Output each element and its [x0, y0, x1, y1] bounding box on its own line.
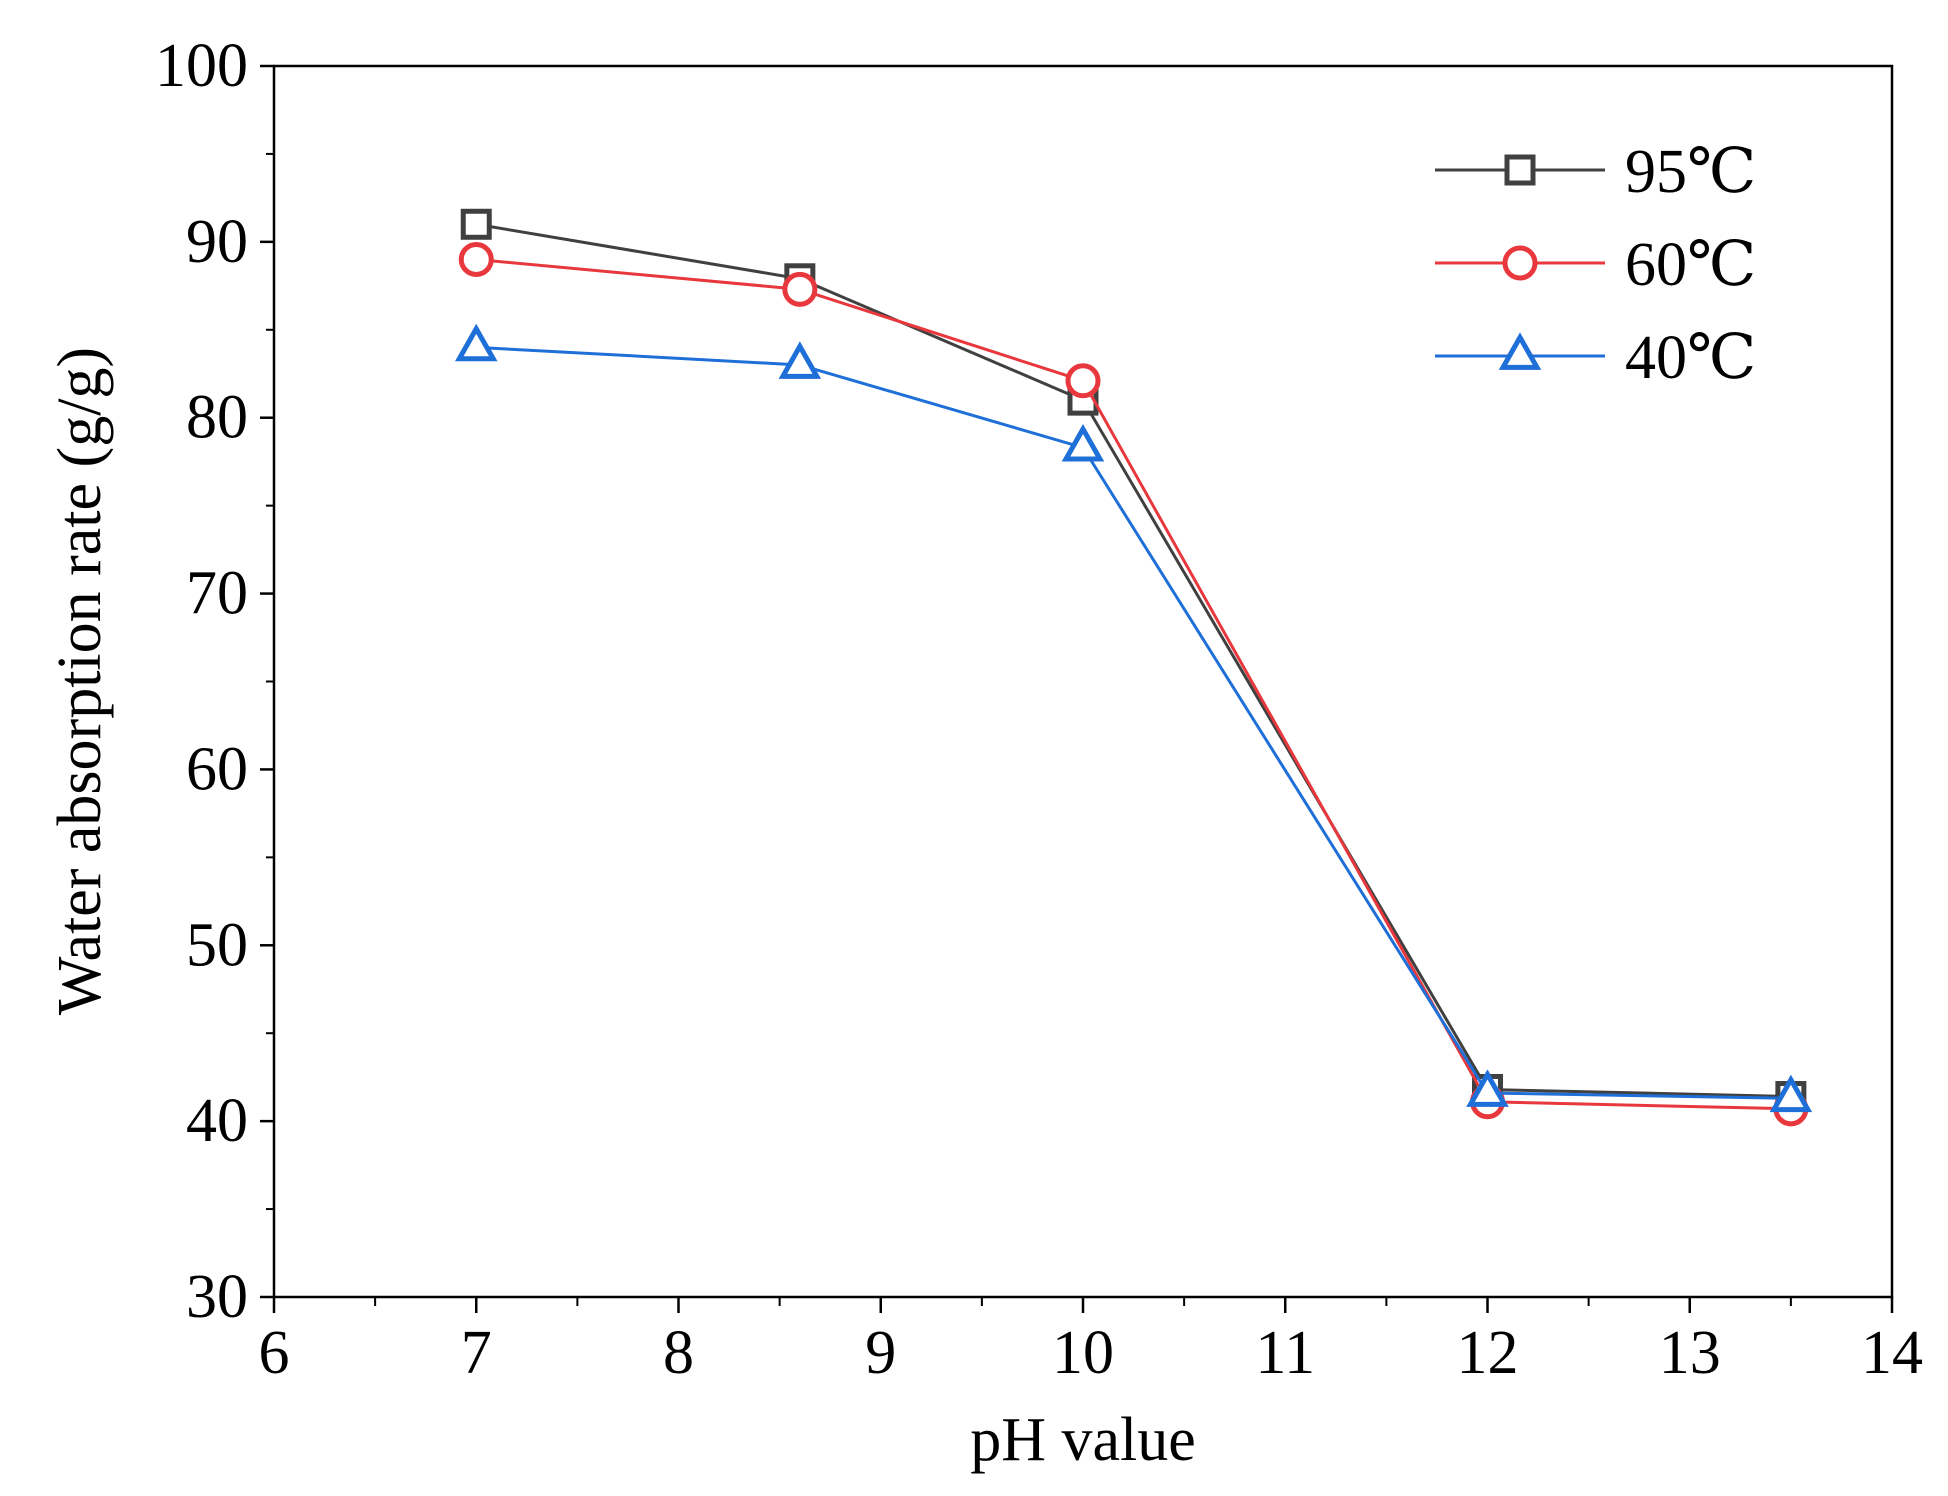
y-tick-label: 60	[186, 735, 248, 803]
x-tick-label: 14	[1861, 1319, 1923, 1387]
x-tick-label: 12	[1457, 1319, 1519, 1387]
legend: 95℃ 60℃ 40℃	[1435, 138, 1756, 392]
series-circle	[458, 241, 1809, 1127]
data-point	[1466, 1069, 1509, 1107]
data-point	[458, 241, 494, 277]
legend-label: 40℃	[1625, 324, 1756, 392]
data-point	[1065, 363, 1101, 399]
y-tick-label: 40	[186, 1087, 248, 1155]
x-tick-label: 6	[259, 1319, 290, 1387]
legend-label: 60℃	[1625, 231, 1756, 299]
y-axis: 30 40 50 60 70 80 90 100	[155, 32, 274, 1331]
series-line	[476, 257, 1791, 1111]
x-axis-title: pH value	[970, 1406, 1196, 1474]
legend-marker	[1502, 245, 1538, 281]
legend-label: 95℃	[1625, 138, 1756, 206]
legend-marker	[1498, 332, 1542, 370]
x-tick-label: 13	[1659, 1319, 1721, 1387]
series-triangle	[454, 323, 1813, 1113]
series-line	[476, 345, 1791, 1100]
x-tick-label: 9	[865, 1319, 896, 1387]
y-tick-label: 90	[186, 208, 248, 276]
data-point	[460, 208, 492, 240]
x-tick-label: 7	[461, 1319, 492, 1387]
legend-marker	[1504, 154, 1536, 186]
y-tick-label: 50	[186, 911, 248, 979]
legend-item: 60℃	[1435, 231, 1756, 299]
data-point	[778, 341, 822, 379]
y-tick-label: 30	[186, 1263, 248, 1331]
x-tick-label: 11	[1255, 1319, 1315, 1387]
y-axis-title: Water absorption rate (g/g)	[46, 347, 114, 1015]
series-square	[460, 208, 1807, 1113]
data-point	[1769, 1074, 1813, 1113]
data-point	[782, 271, 818, 307]
data-point	[454, 323, 498, 362]
legend-item: 95℃	[1435, 138, 1756, 206]
x-axis: 6 7 8 9 10 11 12 13 14	[259, 1297, 1923, 1387]
series-layer	[454, 208, 1813, 1127]
data-point	[1061, 423, 1105, 462]
x-tick-label: 8	[663, 1319, 694, 1387]
legend-item: 40℃	[1435, 324, 1756, 392]
y-tick-label: 70	[186, 560, 248, 628]
x-tick-label: 10	[1052, 1319, 1114, 1387]
y-tick-label: 100	[155, 32, 248, 100]
y-tick-label: 80	[186, 384, 248, 452]
